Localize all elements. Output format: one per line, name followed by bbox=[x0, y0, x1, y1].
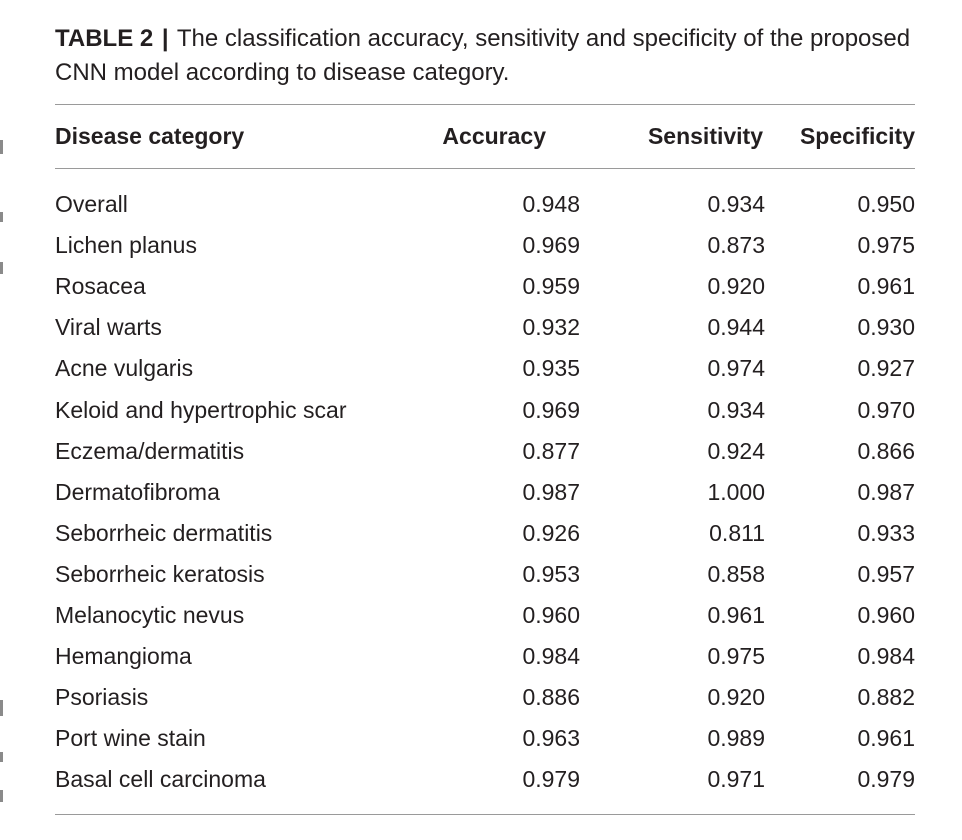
table-row: Rosacea 0.959 0.920 0.961 bbox=[55, 266, 915, 307]
cell-disease-category: Lichen planus bbox=[55, 232, 197, 259]
table-body: Overall 0.948 0.934 0.950 Lichen planus 0.969… bbox=[55, 168, 915, 800]
cell-disease-category: Port wine stain bbox=[55, 725, 206, 752]
cell-sensitivity: 0.920 bbox=[707, 273, 765, 300]
cell-sensitivity: 0.934 bbox=[707, 191, 765, 218]
table-row: Port wine stain 0.963 0.989 0.961 bbox=[55, 718, 915, 759]
table-row: Seborrheic dermatitis 0.926 0.811 0.933 bbox=[55, 513, 915, 554]
cell-sensitivity: 0.858 bbox=[707, 560, 765, 587]
cell-disease-category: Hemangioma bbox=[55, 643, 192, 670]
table-row: Psoriasis 0.886 0.920 0.882 bbox=[55, 677, 915, 718]
cell-disease-category: Psoriasis bbox=[55, 684, 149, 711]
cell-disease-category: Acne vulgaris bbox=[55, 355, 194, 382]
table-header-rule bbox=[55, 168, 915, 169]
cell-specificity: 0.970 bbox=[857, 396, 915, 423]
header-disease-category: Disease category bbox=[55, 122, 245, 149]
cell-specificity: 0.961 bbox=[857, 725, 915, 752]
cell-sensitivity: 0.944 bbox=[707, 314, 765, 341]
cell-sensitivity: 0.934 bbox=[707, 396, 765, 423]
cell-disease-category: Basal cell carcinoma bbox=[55, 766, 266, 793]
cell-sensitivity: 0.961 bbox=[707, 601, 765, 628]
table-top-rule bbox=[55, 104, 915, 105]
cell-sensitivity: 0.989 bbox=[707, 725, 765, 752]
cell-specificity: 0.866 bbox=[857, 437, 915, 464]
cell-accuracy: 0.979 bbox=[522, 766, 580, 793]
table-row: Melanocytic nevus 0.960 0.961 0.960 bbox=[55, 595, 915, 636]
results-table: Disease category Accuracy Sensitivity Sp… bbox=[55, 104, 915, 800]
cell-disease-category: Eczema/dermatitis bbox=[55, 437, 245, 464]
table-row: Acne vulgaris 0.935 0.974 0.927 bbox=[55, 348, 915, 389]
cell-specificity: 0.950 bbox=[857, 191, 915, 218]
cell-accuracy: 0.969 bbox=[522, 232, 580, 259]
cell-accuracy: 0.960 bbox=[522, 601, 580, 628]
table-row: Basal cell carcinoma 0.979 0.971 0.979 bbox=[55, 759, 915, 800]
cell-sensitivity: 0.811 bbox=[709, 519, 765, 546]
caption-text: The classification accuracy, sensitivity… bbox=[55, 25, 911, 86]
table-bottom-rule bbox=[55, 814, 915, 815]
cell-sensitivity: 0.873 bbox=[707, 232, 765, 259]
cell-accuracy: 0.969 bbox=[522, 396, 580, 423]
cell-accuracy: 0.935 bbox=[522, 355, 580, 382]
page-edge-marks bbox=[0, 0, 6, 840]
table-row: Dermatofibroma 0.987 1.000 0.987 bbox=[55, 472, 915, 513]
table-row: Keloid and hypertrophic scar 0.969 0.934 0.… bbox=[55, 389, 915, 430]
cell-specificity: 0.987 bbox=[857, 478, 915, 505]
table-row: Hemangioma 0.984 0.975 0.984 bbox=[55, 636, 915, 677]
cell-specificity: 0.957 bbox=[857, 560, 915, 587]
cell-accuracy: 0.926 bbox=[522, 519, 580, 546]
cell-accuracy: 0.948 bbox=[522, 191, 580, 218]
cell-sensitivity: 0.974 bbox=[707, 355, 765, 382]
cell-disease-category: Overall bbox=[55, 191, 128, 218]
cell-sensitivity: 0.975 bbox=[707, 643, 765, 670]
cell-accuracy: 0.932 bbox=[522, 314, 580, 341]
cell-sensitivity: 0.971 bbox=[707, 766, 765, 793]
cell-accuracy: 0.877 bbox=[522, 437, 580, 464]
cell-specificity: 0.927 bbox=[857, 355, 915, 382]
header-accuracy: Accuracy bbox=[442, 122, 546, 149]
cell-accuracy: 0.984 bbox=[522, 643, 580, 670]
table-row: Lichen planus 0.969 0.873 0.975 bbox=[55, 225, 915, 266]
header-specificity: Specificity bbox=[799, 122, 915, 149]
table-row: Overall 0.948 0.934 0.950 bbox=[55, 184, 915, 225]
cell-disease-category: Melanocytic nevus bbox=[55, 601, 245, 628]
cell-specificity: 0.984 bbox=[857, 643, 915, 670]
header-sensitivity: Sensitivity bbox=[647, 122, 763, 149]
cell-specificity: 0.882 bbox=[857, 684, 915, 711]
cell-accuracy: 0.959 bbox=[522, 273, 580, 300]
cell-disease-category: Rosacea bbox=[55, 273, 146, 300]
cell-disease-category: Seborrheic keratosis bbox=[55, 560, 265, 587]
cell-accuracy: 0.953 bbox=[522, 560, 580, 587]
table-row: Seborrheic keratosis 0.953 0.858 0.957 bbox=[55, 554, 915, 595]
cell-specificity: 0.979 bbox=[857, 766, 915, 793]
table-label: TABLE 2 bbox=[55, 25, 154, 52]
cell-specificity: 0.933 bbox=[857, 519, 915, 546]
cell-disease-category: Seborrheic dermatitis bbox=[55, 519, 273, 546]
cell-accuracy: 0.987 bbox=[522, 478, 580, 505]
cell-accuracy: 0.963 bbox=[522, 725, 580, 752]
cell-specificity: 0.961 bbox=[857, 273, 915, 300]
cell-specificity: 0.975 bbox=[857, 232, 915, 259]
cell-specificity: 0.960 bbox=[857, 601, 915, 628]
cell-accuracy: 0.886 bbox=[522, 684, 580, 711]
cell-disease-category: Dermatofibroma bbox=[55, 478, 220, 505]
cell-sensitivity: 1.000 bbox=[707, 478, 765, 505]
table-row: Viral warts 0.932 0.944 0.930 bbox=[55, 307, 915, 348]
cell-sensitivity: 0.920 bbox=[707, 684, 765, 711]
caption-separator: | bbox=[161, 25, 169, 52]
table-spacer bbox=[55, 168, 915, 184]
header-row: Disease category Accuracy Sensitivity Sp… bbox=[55, 104, 915, 168]
table-caption: TABLE 2 | The classification accuracy, s… bbox=[55, 22, 925, 90]
cell-specificity: 0.930 bbox=[857, 314, 915, 341]
table-header: Disease category Accuracy Sensitivity Sp… bbox=[55, 104, 915, 168]
cell-disease-category: Viral warts bbox=[55, 314, 162, 341]
table-row: Eczema/dermatitis 0.877 0.924 0.866 bbox=[55, 431, 915, 472]
cell-sensitivity: 0.924 bbox=[707, 437, 765, 464]
cell-disease-category: Keloid and hypertrophic scar bbox=[55, 396, 347, 423]
